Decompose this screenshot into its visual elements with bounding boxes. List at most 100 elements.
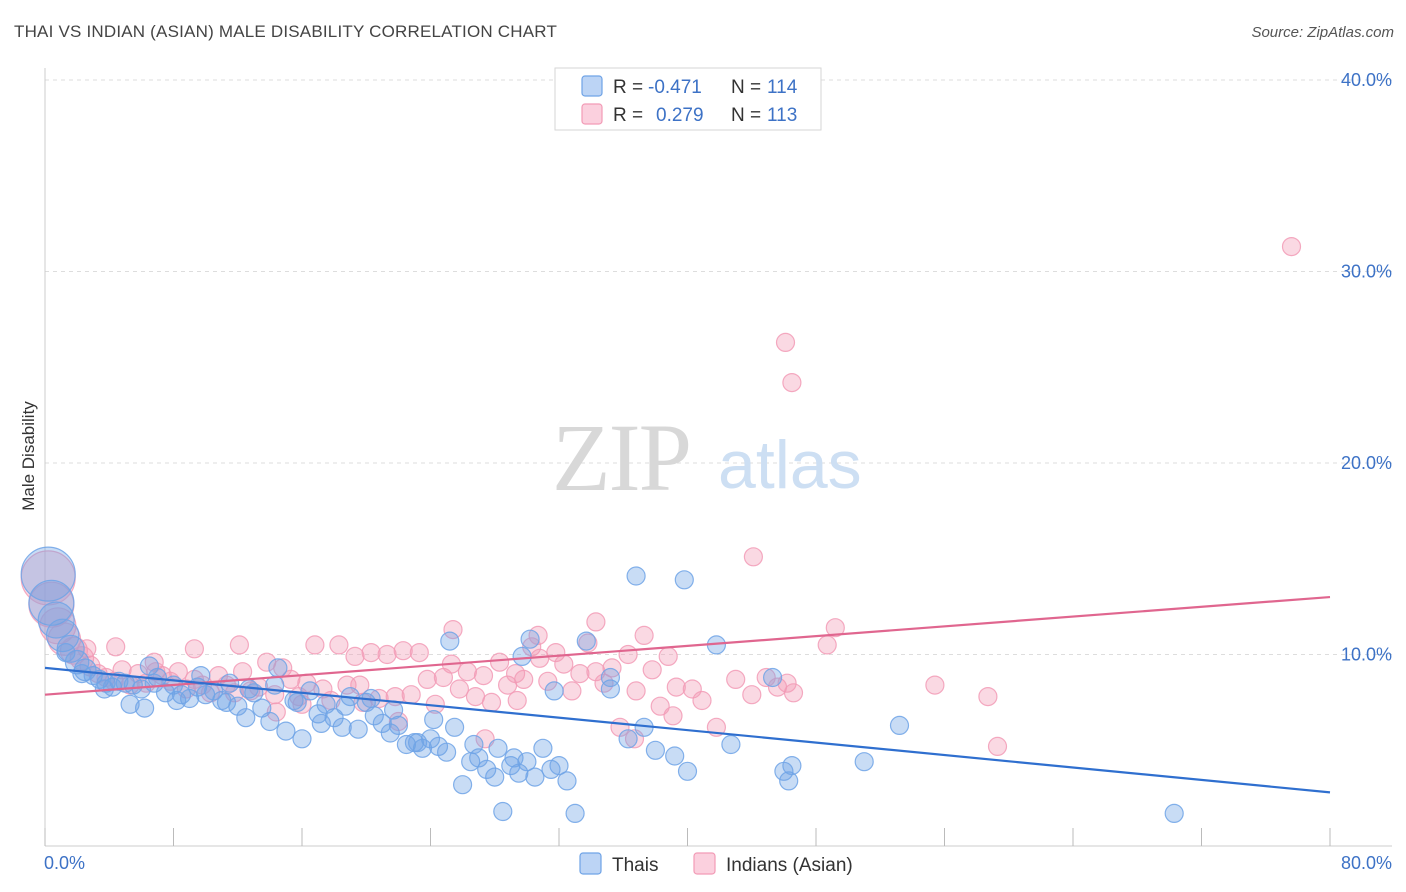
point-thais <box>601 669 619 687</box>
point-indians <box>587 613 605 631</box>
point-thais <box>722 736 740 754</box>
point-indians <box>627 682 645 700</box>
point-indians <box>185 640 203 658</box>
point-thais <box>619 730 637 748</box>
point-thais <box>545 682 563 700</box>
y-tick-label-30: 30.0% <box>1341 262 1392 282</box>
point-indians <box>783 374 801 392</box>
point-thais <box>1165 804 1183 822</box>
point-indians <box>635 626 653 644</box>
point-thais <box>425 711 443 729</box>
point-thais <box>666 747 684 765</box>
point-thais <box>218 693 236 711</box>
point-thais <box>627 567 645 585</box>
point-indians <box>491 653 509 671</box>
point-thais <box>764 669 782 687</box>
watermark-atlas: atlas <box>718 427 862 503</box>
point-indians <box>1283 238 1301 256</box>
legend-thais-n-value: 114 <box>767 77 798 98</box>
y-axis-title: Male Disability <box>19 401 38 511</box>
y-tick-label-40: 40.0% <box>1341 70 1392 90</box>
legend-thais-n-label: N = <box>731 77 761 98</box>
grid-lines <box>45 80 1392 655</box>
point-thais <box>534 739 552 757</box>
point-thais <box>349 720 367 738</box>
scatter-chart: ZIP atlas 10.0% 20.0% 30.0% 40.0% 0.0% 80.0… <box>0 0 1406 892</box>
point-indians <box>467 688 485 706</box>
legend-swatch-indians <box>582 104 602 124</box>
point-indians <box>555 655 573 673</box>
point-thais <box>409 734 427 752</box>
point-indians <box>458 663 476 681</box>
point-thais <box>891 716 909 734</box>
point-indians <box>508 692 526 710</box>
y-tick-label-10: 10.0% <box>1341 645 1392 665</box>
point-thais <box>783 757 801 775</box>
series-legend: Thais Indians (Asian) <box>580 853 853 876</box>
y-tick-label-20: 20.0% <box>1341 453 1392 473</box>
correlation-legend: R = -0.471 N = 114 R = 0.279 N = 113 <box>555 68 821 130</box>
point-indians <box>346 647 364 665</box>
point-thais <box>385 701 403 719</box>
x-tick-label-min: 0.0% <box>44 853 85 873</box>
point-indians <box>777 333 795 351</box>
point-thais <box>505 749 523 767</box>
point-indians <box>727 670 745 688</box>
point-thais <box>675 571 693 589</box>
point-thais <box>489 739 507 757</box>
bottom-legend-swatch-indians <box>694 853 715 874</box>
series-thais-points <box>21 547 1183 822</box>
legend-indians-n-label: N = <box>731 105 761 126</box>
point-indians <box>643 661 661 679</box>
bottom-legend-swatch-thais <box>580 853 601 874</box>
legend-thais-r-value: -0.471 <box>648 77 702 98</box>
point-thais <box>446 718 464 736</box>
point-indians <box>306 636 324 654</box>
legend-thais-r-label: R = <box>613 77 643 98</box>
watermark: ZIP atlas <box>552 404 862 511</box>
point-thais <box>526 768 544 786</box>
point-thais <box>646 741 664 759</box>
point-thais <box>261 713 279 731</box>
point-thais <box>577 632 595 650</box>
point-indians <box>563 682 581 700</box>
point-indians <box>330 636 348 654</box>
point-indians <box>571 665 589 683</box>
point-indians <box>667 678 685 696</box>
bottom-legend-thais: Thais <box>612 855 658 876</box>
legend-swatch-thais <box>582 76 602 96</box>
point-thais <box>336 697 354 715</box>
point-thais <box>513 647 531 665</box>
point-thais <box>679 762 697 780</box>
point-thais <box>566 804 584 822</box>
point-thais <box>558 772 576 790</box>
point-indians <box>475 667 493 685</box>
watermark-zip: ZIP <box>552 404 690 511</box>
point-indians <box>394 642 412 660</box>
point-thais <box>521 630 539 648</box>
point-indians <box>989 737 1007 755</box>
point-thais <box>73 665 91 683</box>
point-thais <box>168 692 186 710</box>
point-thais <box>486 768 504 786</box>
point-thais <box>57 644 75 662</box>
x-tick-label-max: 80.0% <box>1341 853 1392 873</box>
point-indians <box>664 707 682 725</box>
point-indians <box>693 692 711 710</box>
legend-indians-r-value: 0.279 <box>656 105 704 126</box>
point-thais <box>136 699 154 717</box>
point-indians <box>818 636 836 654</box>
point-indians <box>515 670 533 688</box>
point-thais <box>312 714 330 732</box>
point-indians <box>979 688 997 706</box>
point-thais <box>855 753 873 771</box>
point-thais <box>438 743 456 761</box>
point-indians <box>230 636 248 654</box>
point-thais <box>465 736 483 754</box>
point-indians <box>402 686 420 704</box>
point-indians <box>659 647 677 665</box>
point-indians <box>743 686 761 704</box>
point-indians <box>744 548 762 566</box>
point-indians <box>107 638 125 656</box>
point-indians <box>362 644 380 662</box>
